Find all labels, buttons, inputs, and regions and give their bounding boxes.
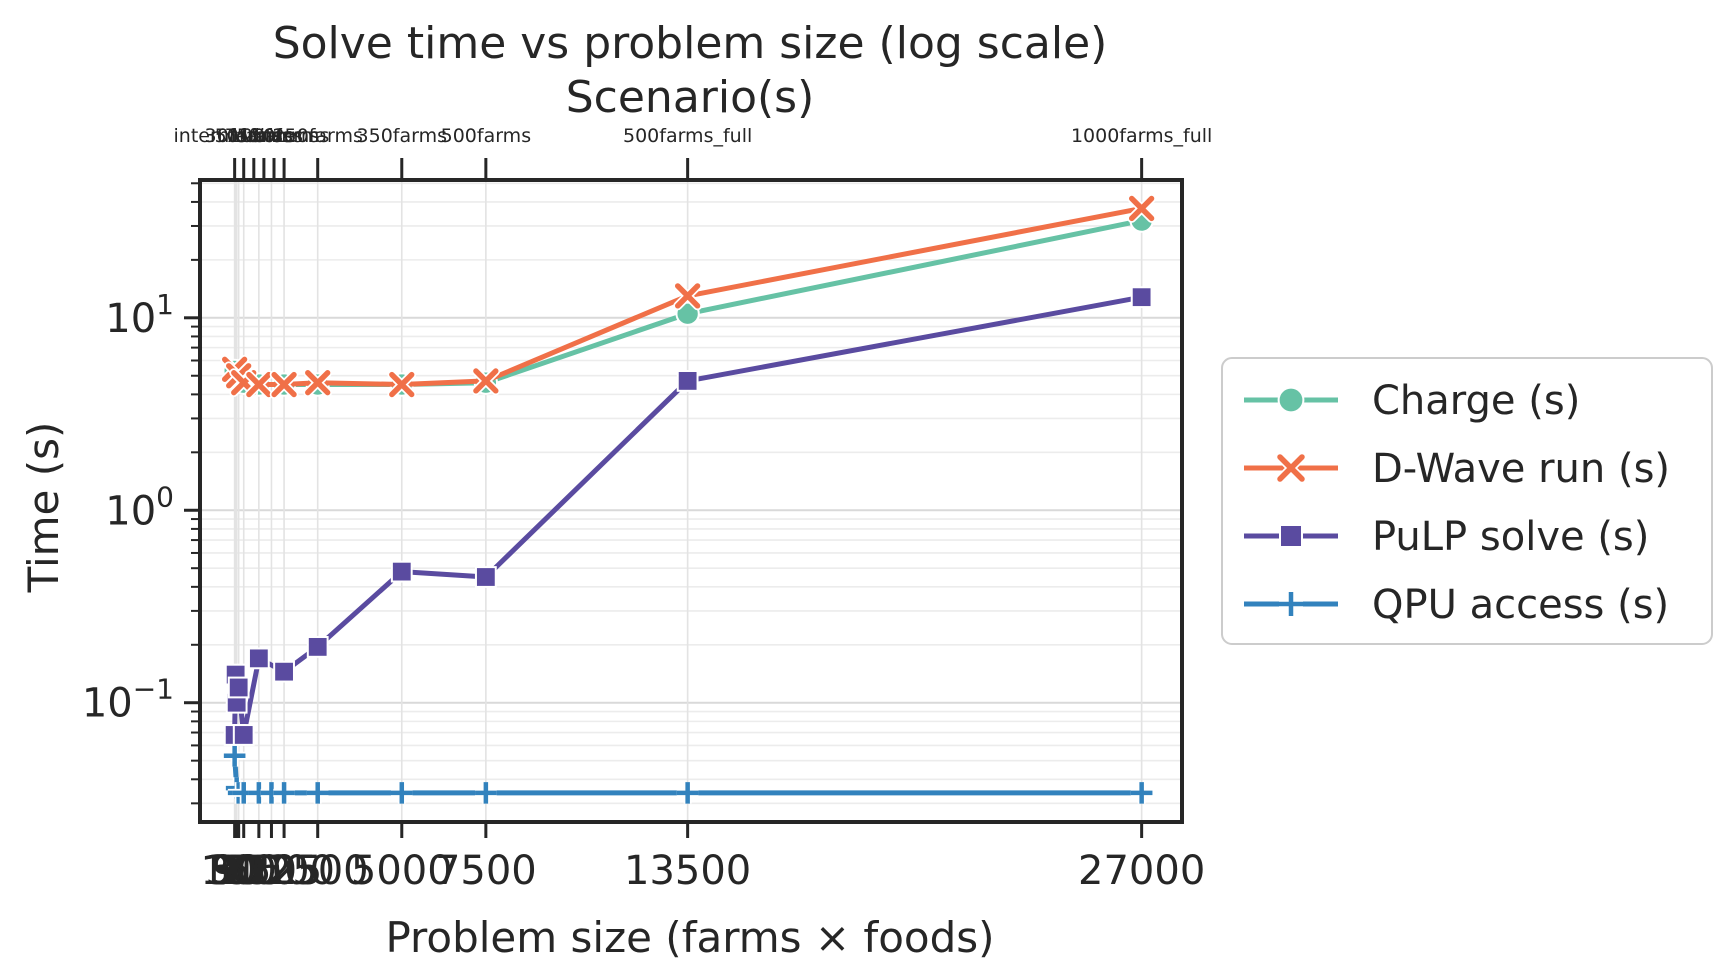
marker-stroke — [1130, 782, 1153, 804]
data-point — [247, 647, 270, 670]
top-tick-label: 30farms — [205, 125, 283, 147]
x-axis-label: Problem size (farms × foods) — [385, 913, 994, 962]
top-tick-label: 100farms — [229, 125, 319, 147]
legend-label: D-Wave run (s) — [1372, 446, 1670, 492]
top-tick-label: 250farms — [272, 125, 362, 147]
data-point — [1127, 194, 1157, 223]
marker-stroke — [475, 782, 497, 804]
y-tick-base: 10 — [105, 488, 156, 534]
y-tick-label: 100 — [105, 480, 174, 534]
data-point — [471, 366, 501, 396]
x-tick-label: 7500 — [435, 848, 537, 894]
data-point — [387, 370, 417, 399]
top-tick-label: 500farms — [441, 125, 531, 147]
legend-marker — [1277, 386, 1305, 414]
marker-stroke — [473, 368, 499, 394]
x-tick-label: 300 — [206, 848, 282, 894]
x-tick-label: 5000 — [351, 848, 453, 894]
legend-marker — [1275, 452, 1307, 484]
top-tick-label: 1000farms_full — [1071, 125, 1212, 147]
marker-stroke — [246, 371, 272, 398]
top-axis-label: Scenario(s) — [566, 72, 815, 123]
data-point — [474, 566, 497, 588]
data-point — [390, 560, 413, 583]
marker-stroke — [273, 782, 295, 804]
series-pulp-solve-s — [223, 286, 1153, 746]
marker-stroke — [389, 371, 415, 398]
data-point — [303, 368, 333, 398]
legend-marker — [1279, 524, 1303, 548]
x-tick-label: 30 — [209, 848, 260, 894]
marker-stroke — [305, 370, 331, 396]
y-axis-label: Time (s) — [19, 422, 68, 594]
x-tick-label: 13500 — [624, 848, 751, 894]
data-point — [676, 370, 699, 392]
data-point — [273, 660, 295, 683]
data-point — [673, 281, 703, 311]
chart-title: Solve time vs problem size (log scale) — [273, 18, 1108, 69]
top-tick-label: 500farms_full — [623, 125, 752, 147]
x-tick-label: 90 — [211, 848, 262, 894]
data-point — [244, 370, 274, 399]
marker-stroke — [271, 371, 297, 398]
y-tick-base: 10 — [105, 296, 156, 342]
series-qpu-access-s — [223, 744, 1153, 804]
top-tick-label: 350farms — [357, 125, 447, 147]
data-point — [306, 782, 329, 804]
series-layer — [220, 194, 1157, 804]
data-point — [1130, 782, 1153, 804]
data-point — [676, 782, 699, 804]
y-tick-exponent: 0 — [156, 480, 174, 513]
x-tick-label: 50 — [210, 848, 261, 894]
data-point — [390, 782, 413, 804]
legend-entry: PuLP solve (s) — [1244, 514, 1649, 560]
data-point — [232, 724, 255, 746]
marker-stroke — [1279, 592, 1303, 616]
legend-box — [1221, 357, 1713, 645]
legend-entry: QPU access (s) — [1244, 582, 1669, 628]
plot-frame — [198, 178, 1184, 824]
top-tick-label: 50farms — [215, 125, 293, 147]
x-tick-label: 150 — [200, 848, 276, 894]
y-tick-exponent: −1 — [133, 673, 174, 706]
marker-stroke — [390, 782, 413, 804]
x-tick-label: 2500 — [267, 848, 369, 894]
y-tick-label: 10−1 — [82, 673, 174, 727]
legend-marker — [1279, 592, 1303, 616]
data-point — [273, 782, 295, 804]
marker-stroke — [1128, 195, 1155, 222]
marker-stroke — [676, 782, 699, 804]
data-point — [475, 782, 497, 804]
x-tick-label: 750 — [221, 848, 297, 894]
x-tick-label: 1500 — [233, 848, 335, 894]
data-point — [306, 635, 329, 658]
marker-stroke — [1277, 454, 1305, 482]
marker-stroke — [306, 782, 329, 804]
data-point — [1130, 286, 1153, 309]
legend-label: QPU access (s) — [1372, 582, 1669, 628]
x-tick-label: 1125 — [221, 848, 323, 894]
y-tick-base: 10 — [82, 681, 133, 727]
data-point — [269, 370, 299, 399]
top-tick-label: intermediate — [174, 125, 296, 147]
top-tick-label: 75farms — [225, 125, 303, 147]
legend: Charge (s) D-Wave run (s) PuLP solve (s) QP… — [1221, 357, 1713, 645]
y-tick-label: 101 — [105, 288, 174, 342]
legend-entry: Charge (s) — [1244, 378, 1580, 424]
marker-stroke — [674, 283, 701, 309]
top-tick-label: 150farms — [239, 125, 329, 147]
legend-entry: D-Wave run (s) — [1244, 446, 1670, 492]
data-point — [227, 676, 250, 699]
x-tick-label: 27000 — [1078, 848, 1205, 894]
series-d-wave-run-s — [220, 194, 1157, 399]
legend-label: PuLP solve (s) — [1372, 514, 1649, 560]
data-point — [675, 301, 700, 326]
legend-label: Charge (s) — [1372, 378, 1580, 424]
data-point — [223, 744, 246, 767]
y-tick-exponent: 1 — [156, 288, 174, 321]
marker-stroke — [223, 744, 246, 767]
grid-lines — [200, 180, 1182, 822]
